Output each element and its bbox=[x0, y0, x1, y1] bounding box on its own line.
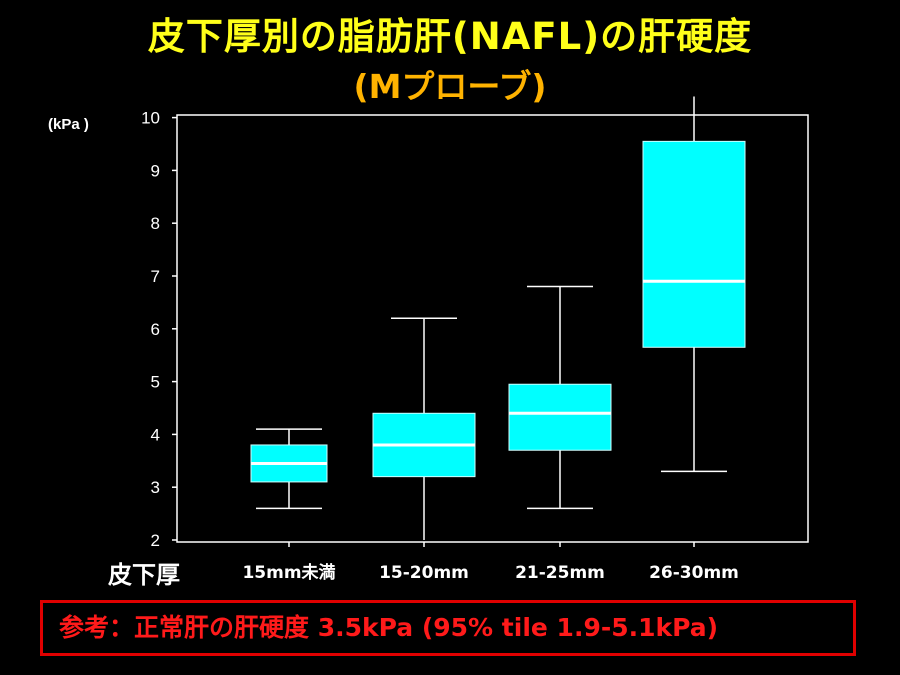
x-category-label: 15mm未満 bbox=[242, 562, 335, 583]
chart-title: 皮下厚別の脂肪肝(NAFL)の肝硬度 bbox=[147, 15, 753, 58]
box-4 bbox=[642, 140, 746, 348]
y-tick-label: 2 bbox=[151, 531, 160, 550]
y-tick-label: 3 bbox=[151, 478, 160, 497]
y-tick-label: 5 bbox=[151, 373, 160, 392]
y-tick-label: 6 bbox=[151, 320, 160, 339]
y-axis-unit-label: (kPa ) bbox=[48, 116, 89, 133]
box-plot-chart: 2 3 4 5 6 7 8 9 10 15mm未満 15-20mm 21-25mm 26-30mm bbox=[141, 96, 809, 583]
y-tick-label: 4 bbox=[151, 425, 160, 444]
y-tick-label: 8 bbox=[151, 214, 160, 233]
x-axis-title: 皮下厚 bbox=[108, 561, 180, 589]
y-tick-label: 7 bbox=[151, 267, 160, 286]
y-tick-label: 9 bbox=[151, 161, 160, 180]
reference-note: 参考：正常肝の肝硬度 3.5kPa (95% tile 1.9-5.1kPa) bbox=[40, 600, 856, 656]
chart-subtitle: (Mプローブ) bbox=[353, 67, 547, 106]
x-category-label: 21-25mm bbox=[515, 563, 605, 583]
y-tick-label: 10 bbox=[141, 109, 160, 128]
x-category-label: 26-30mm bbox=[649, 563, 739, 583]
x-category-label: 15-20mm bbox=[379, 563, 469, 583]
box-3 bbox=[508, 383, 612, 451]
